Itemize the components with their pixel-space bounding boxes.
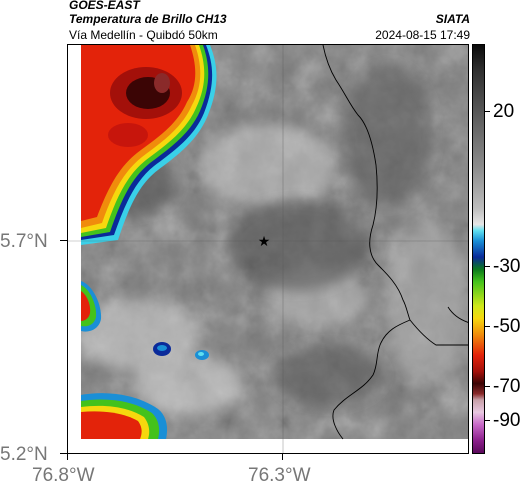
region-subtitle: Vía Medellín - Quibdó 50km xyxy=(69,28,218,42)
graticule xyxy=(68,45,468,453)
small-cold-cells xyxy=(153,342,209,360)
department-borders xyxy=(322,45,468,440)
bright-cloud-patches xyxy=(78,125,468,415)
nodata-bottom xyxy=(68,439,468,453)
colorbar-tick xyxy=(485,386,490,387)
lon-label: 76.3°W xyxy=(248,465,311,486)
convective-cell-main xyxy=(81,45,217,245)
convective-cell-bottom xyxy=(81,393,168,439)
colorbar-label: -50 xyxy=(493,316,521,337)
star-icon: ★ xyxy=(258,234,271,250)
organization-label: SIATA xyxy=(435,12,470,26)
colorbar-tick xyxy=(485,111,490,112)
lat-tick xyxy=(60,453,67,454)
lat-label: 5.7°N xyxy=(0,231,48,252)
colorbar-tick xyxy=(485,420,490,421)
colorbar-label: -90 xyxy=(493,410,521,431)
satellite-name: GOES-EAST xyxy=(69,0,140,12)
lon-tick xyxy=(282,454,283,460)
convective-cell-left xyxy=(81,281,102,332)
lat-label: 5.2°N xyxy=(0,444,48,465)
timestamp-label: 2024-08-15 17:49 xyxy=(375,28,470,42)
colorbar xyxy=(472,44,485,454)
colorbar-label: 20 xyxy=(493,101,515,122)
lon-tick xyxy=(67,454,68,460)
product-title: Temperatura de Brillo CH13 xyxy=(69,12,227,26)
brightness-temperature-map: ★ xyxy=(68,45,468,453)
colorbar-label: -70 xyxy=(493,376,521,397)
colorbar-label: -30 xyxy=(493,256,521,277)
colorbar-tick xyxy=(485,326,490,327)
lat-tick xyxy=(60,240,67,241)
lon-label: 76.8°W xyxy=(32,465,95,486)
colorbar-tick xyxy=(485,266,490,267)
nodata-left xyxy=(68,45,81,453)
map-panel[interactable]: ★ xyxy=(67,44,469,454)
